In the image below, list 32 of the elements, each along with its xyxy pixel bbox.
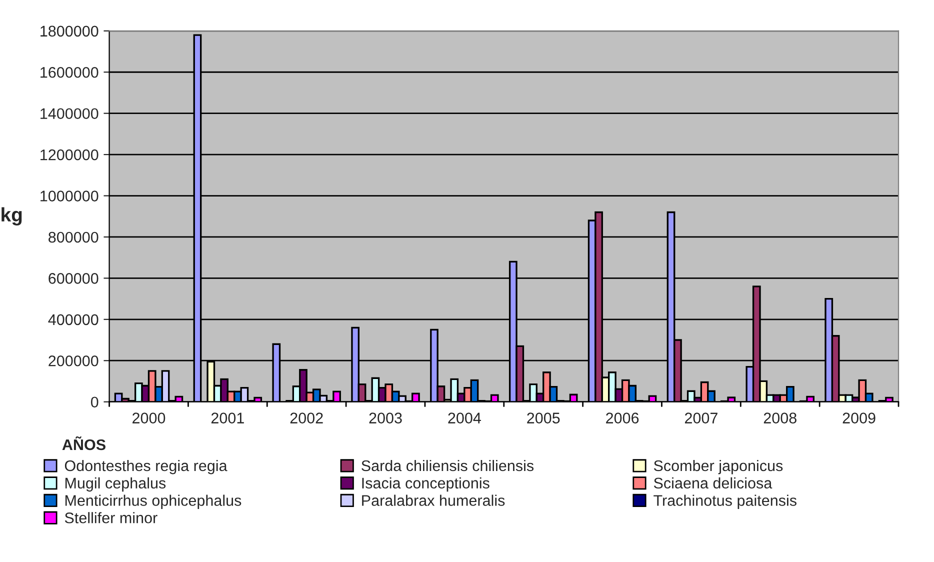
y-tick-label: 1400000 bbox=[40, 108, 98, 120]
x-tick-label: 2008 bbox=[764, 412, 796, 424]
x-tick-label: 2007 bbox=[684, 412, 718, 424]
legend-label: Sciaena deliciosa bbox=[654, 477, 772, 489]
legend-label: Scomber japonicus bbox=[654, 460, 783, 474]
y-tick-label: 600000 bbox=[48, 273, 98, 284]
y-tick-label: 400000 bbox=[48, 314, 98, 326]
x-tick-label: 2002 bbox=[290, 412, 323, 424]
x-tick-label: 2000 bbox=[132, 412, 166, 424]
legend-label: Menticirrhus ophicephalus bbox=[65, 494, 242, 509]
x-tick-label: 2005 bbox=[527, 412, 560, 424]
y-tick-label: 0 bbox=[90, 396, 98, 408]
legend-label: Mugil cephalus bbox=[65, 477, 166, 492]
x-tick-label: 2006 bbox=[606, 412, 639, 424]
y-tick-label: 200000 bbox=[48, 355, 98, 366]
x-tick-label: 2009 bbox=[842, 412, 876, 424]
x-axis-title: AÑOS bbox=[62, 436, 106, 450]
legend-label: Stellifer minor bbox=[64, 512, 158, 524]
legend-label: Trachinotus paitensis bbox=[654, 494, 796, 509]
y-tick-label: 1800000 bbox=[40, 26, 98, 37]
legend-label: Sarda chiliensis chiliensis bbox=[362, 460, 534, 472]
x-tick-label: 2001 bbox=[211, 412, 244, 424]
y-tick-label: 1200000 bbox=[40, 149, 98, 160]
y-tick-label: 1600000 bbox=[40, 66, 98, 78]
y-tick-label: 1000000 bbox=[40, 190, 98, 202]
y-axis-title: kg bbox=[2, 207, 22, 226]
legend-label: Odontesthes regia regia bbox=[64, 460, 228, 474]
legend-label: Isacia conceptionis bbox=[362, 477, 490, 492]
y-tick-label: 800000 bbox=[48, 232, 98, 243]
x-tick-label: 2004 bbox=[448, 412, 481, 424]
x-tick-label: 2003 bbox=[369, 412, 402, 424]
legend-label: Paralabrax humeralis bbox=[362, 494, 505, 506]
